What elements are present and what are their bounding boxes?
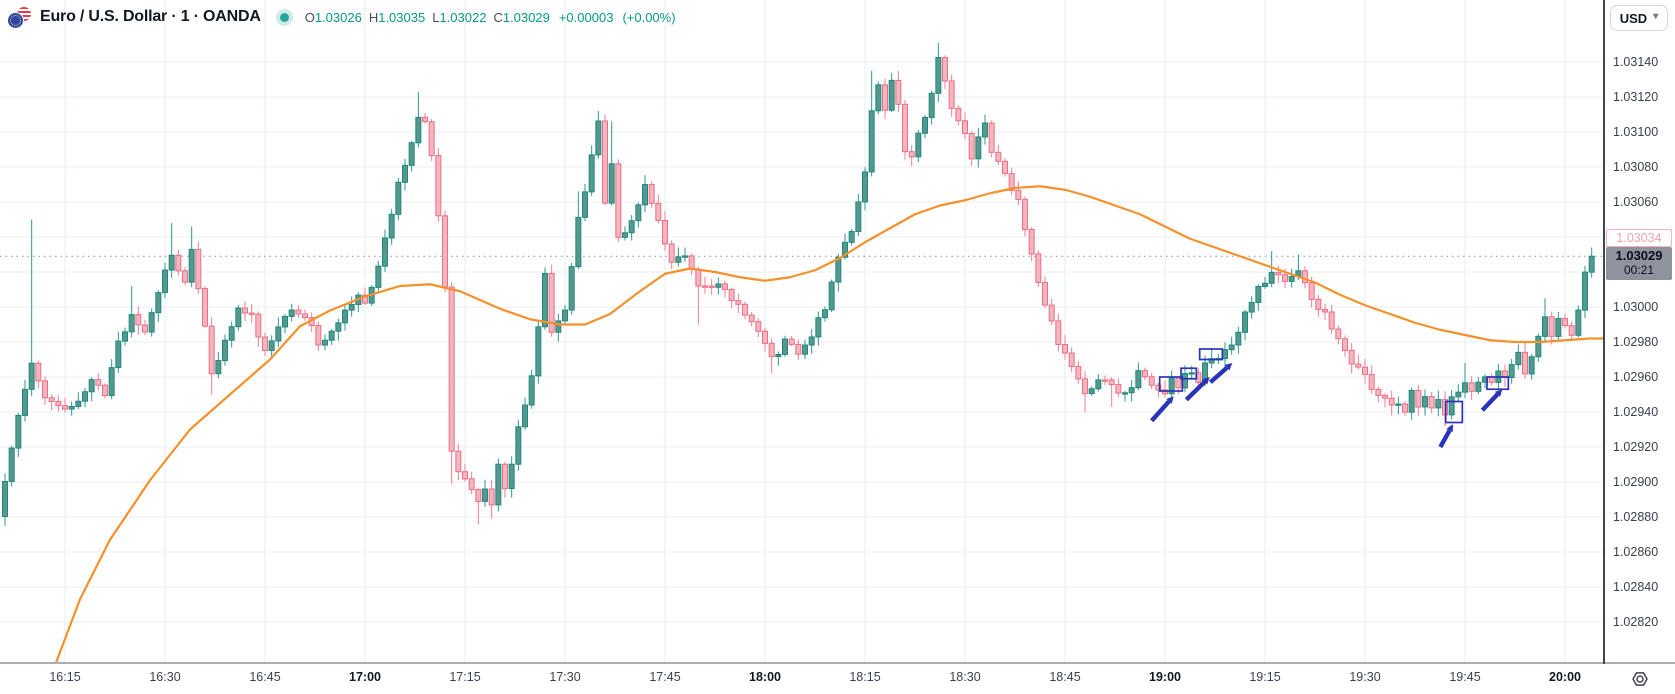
time-tick-label: 19:15 bbox=[1249, 670, 1281, 684]
low-label: L bbox=[432, 9, 440, 25]
high-value: 1.03035 bbox=[378, 9, 426, 25]
ask-price-badge: 1.03034 bbox=[1606, 229, 1672, 247]
time-tick-label: 16:15 bbox=[49, 670, 81, 684]
time-tick-label: 16:45 bbox=[249, 670, 281, 684]
price-tick-label: 1.02900 bbox=[1613, 475, 1659, 489]
grid-horizontal bbox=[0, 61, 1603, 623]
time-tick-label: 19:00 bbox=[1149, 670, 1181, 684]
time-tick-label: 18:15 bbox=[849, 670, 881, 684]
price-tick-label: 1.03000 bbox=[1613, 300, 1659, 314]
bar-countdown: 00:21 bbox=[1623, 263, 1655, 278]
chevron-down-icon: ▾ bbox=[1653, 11, 1659, 22]
price-tick-label: 1.03080 bbox=[1613, 160, 1659, 174]
price-tick-label: 1.03060 bbox=[1613, 195, 1659, 209]
last-price-badge: 1.03029 00:21 bbox=[1606, 247, 1672, 280]
currency-label: USD bbox=[1619, 10, 1648, 26]
price-tick-label: 1.02860 bbox=[1613, 545, 1659, 559]
annotation-boxes bbox=[1158, 348, 1510, 424]
candlestick-series bbox=[2, 42, 1595, 526]
price-axis-separator bbox=[1603, 0, 1605, 694]
time-tick-label: 18:45 bbox=[1049, 670, 1081, 684]
price-tick-label: 1.03120 bbox=[1613, 90, 1659, 104]
price-tick-label: 1.03140 bbox=[1613, 55, 1659, 69]
open-label: O bbox=[304, 9, 315, 25]
currency-dropdown-button[interactable]: USD ▾ bbox=[1610, 5, 1668, 31]
change-value: +0.00003 bbox=[558, 9, 614, 25]
eu-flag-icon bbox=[8, 12, 23, 28]
time-axis-settings-button[interactable] bbox=[1605, 664, 1675, 694]
time-scale[interactable]: 16:15 16:30 16:45 17:00 17:15 17:30 17:45 18:00… bbox=[0, 664, 1675, 694]
price-tick-label: 1.02920 bbox=[1613, 440, 1659, 454]
time-tick-label: 18:00 bbox=[749, 670, 781, 684]
time-tick-label: 16:30 bbox=[149, 670, 181, 684]
price-tick-label: 1.03100 bbox=[1613, 125, 1659, 139]
eurusd-pair-icon bbox=[8, 6, 31, 28]
time-tick-label: 20:00 bbox=[1549, 670, 1581, 684]
price-tick-label: 1.02940 bbox=[1613, 405, 1659, 419]
time-tick-label: 17:15 bbox=[449, 670, 481, 684]
price-scale[interactable]: USD ▾ 1.03034 1.03029 00:21 1.03140 1.031… bbox=[1605, 0, 1675, 662]
time-tick-label: 17:00 bbox=[349, 670, 381, 684]
high-label: H bbox=[368, 9, 379, 25]
close-value: 1.03029 bbox=[502, 9, 550, 25]
last-price-value: 1.03029 bbox=[1615, 248, 1663, 264]
time-tick-label: 17:30 bbox=[549, 670, 581, 684]
price-tick-label: 1.02980 bbox=[1613, 335, 1659, 349]
price-tick-label: 1.02820 bbox=[1613, 615, 1659, 629]
low-value: 1.03022 bbox=[439, 9, 487, 25]
symbol-legend[interactable]: Euro / U.S. Dollar · 1 · OANDA O1.03026 … bbox=[8, 0, 676, 34]
time-tick-label: 18:30 bbox=[949, 670, 981, 684]
annotation-arrows bbox=[1150, 363, 1503, 449]
price-tick-label: 1.02960 bbox=[1613, 370, 1659, 384]
change-percent-value: (+0.00%) bbox=[622, 9, 676, 25]
market-status-dot-icon bbox=[279, 12, 289, 22]
symbol-title[interactable]: Euro / U.S. Dollar · 1 · OANDA bbox=[40, 8, 261, 25]
ohlc-readout: O1.03026 H1.03035 L1.03022 C1.03029 +0.0… bbox=[305, 10, 676, 25]
close-label: C bbox=[493, 9, 503, 25]
time-axis-separator bbox=[0, 662, 1675, 664]
time-tick-label: 17:45 bbox=[649, 670, 681, 684]
open-value: 1.03026 bbox=[314, 9, 362, 25]
price-tick-label: 1.02840 bbox=[1613, 580, 1659, 594]
price-tick-label: 1.02880 bbox=[1613, 510, 1659, 524]
settings-hexagon-icon bbox=[1632, 672, 1648, 686]
chart-canvas[interactable] bbox=[0, 0, 1603, 663]
moving-average-line bbox=[54, 185, 1603, 663]
time-tick-label: 19:30 bbox=[1349, 670, 1381, 684]
time-tick-label: 19:45 bbox=[1449, 670, 1481, 684]
